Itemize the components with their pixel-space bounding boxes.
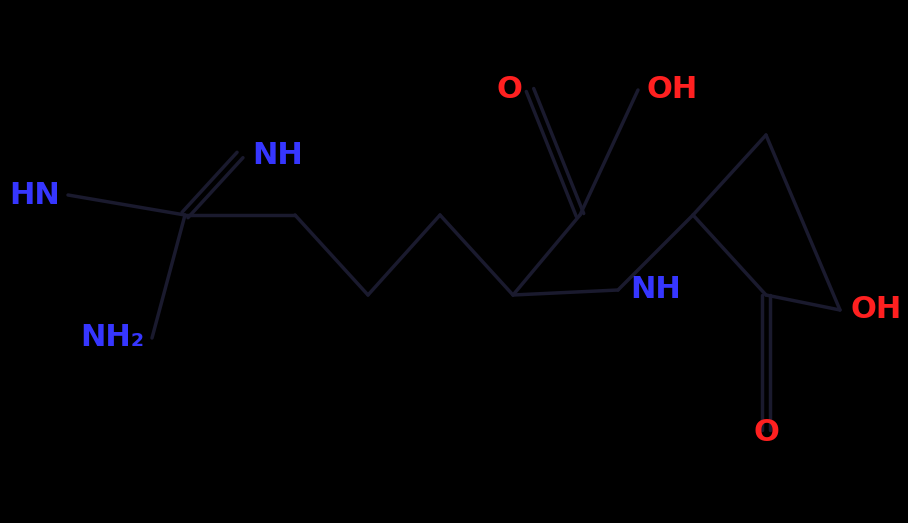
Text: NH: NH (630, 276, 681, 304)
Text: OH: OH (646, 75, 697, 105)
Text: OH: OH (850, 295, 902, 324)
Text: HN: HN (9, 180, 60, 210)
Text: NH: NH (252, 141, 302, 169)
Text: O: O (496, 75, 522, 105)
Text: NH₂: NH₂ (80, 324, 144, 353)
Text: O: O (753, 418, 779, 447)
